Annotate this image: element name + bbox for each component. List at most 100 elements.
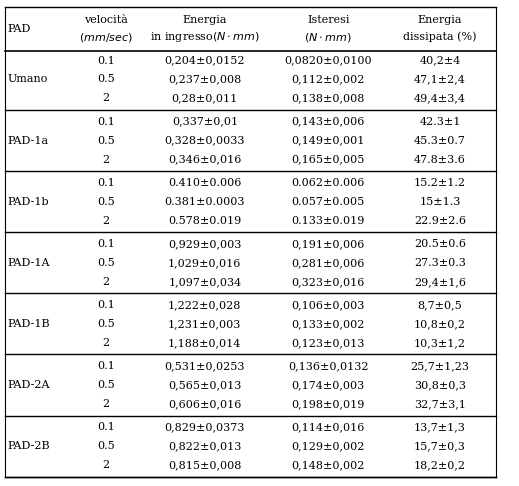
Text: 0,148±0,002: 0,148±0,002 [292,460,365,470]
Text: 0,114±0,016: 0,114±0,016 [292,422,365,432]
Text: 0,106±0,003: 0,106±0,003 [292,300,365,310]
Text: 0.1: 0.1 [97,422,115,432]
Text: 15,7±0,3: 15,7±0,3 [414,441,466,451]
Text: $(mm/sec)$: $(mm/sec)$ [79,31,133,44]
Text: 0.062±0.006: 0.062±0.006 [292,178,365,188]
Text: PAD-1A: PAD-1A [8,258,50,268]
Text: 0.5: 0.5 [97,441,115,451]
Text: PAD-2A: PAD-2A [8,380,50,390]
Text: PAD: PAD [8,24,31,34]
Text: 0,328±0,0033: 0,328±0,0033 [165,136,245,146]
Text: 47,1±2,4: 47,1±2,4 [414,74,466,85]
Text: 0,323±0,016: 0,323±0,016 [292,277,365,287]
Text: 0,606±0,016: 0,606±0,016 [168,399,241,409]
Text: Energia: Energia [418,16,462,25]
Text: PAD-1b: PAD-1b [8,197,49,207]
Text: 0,191±0,006: 0,191±0,006 [292,239,365,249]
Text: 0.5: 0.5 [97,380,115,390]
Text: 13,7±1,3: 13,7±1,3 [414,422,466,432]
Text: 2: 2 [102,399,109,409]
Text: 29,4±1,6: 29,4±1,6 [414,277,466,287]
Text: 0,149±0,001: 0,149±0,001 [292,136,365,146]
Text: $(N \cdot mm)$: $(N \cdot mm)$ [304,31,352,44]
Text: 0,112±0,002: 0,112±0,002 [292,74,365,85]
Text: 0,337±0,01: 0,337±0,01 [172,117,238,127]
Text: 15±1.3: 15±1.3 [419,197,461,207]
Text: 2: 2 [102,338,109,348]
Text: 0,531±0,0253: 0,531±0,0253 [165,361,245,371]
Text: 8,7±0,5: 8,7±0,5 [418,300,462,310]
Text: 0,165±0,005: 0,165±0,005 [292,155,365,165]
Text: 0,565±0,013: 0,565±0,013 [168,380,241,390]
Text: 0.1: 0.1 [97,55,115,66]
Text: 32,7±3,1: 32,7±3,1 [414,399,466,409]
Text: 0.5: 0.5 [97,258,115,268]
Text: in ingresso$(N \cdot mm)$: in ingresso$(N \cdot mm)$ [150,30,260,44]
Text: 0.5: 0.5 [97,319,115,329]
Text: 0.5: 0.5 [97,197,115,207]
Text: 0,123±0,013: 0,123±0,013 [292,338,365,348]
Text: 0,829±0,0373: 0,829±0,0373 [165,422,245,432]
Text: 22.9±2.6: 22.9±2.6 [414,216,466,226]
Text: 0,143±0,006: 0,143±0,006 [292,117,365,127]
Text: 0,204±0,0152: 0,204±0,0152 [165,55,245,66]
Text: dissipata (%): dissipata (%) [403,32,477,42]
Text: 2: 2 [102,216,109,226]
Text: 10,8±0,2: 10,8±0,2 [414,319,466,329]
Text: 0,929±0,003: 0,929±0,003 [168,239,241,249]
Text: Umano: Umano [8,74,48,85]
Text: 0,0820±0,0100: 0,0820±0,0100 [284,55,372,66]
Text: 0.133±0.019: 0.133±0.019 [292,216,365,226]
Text: 25,7±1,23: 25,7±1,23 [411,361,470,371]
Text: 2: 2 [102,93,109,104]
Text: PAD-1B: PAD-1B [8,319,50,329]
Text: velocità: velocità [84,16,128,25]
Text: 1,222±0,028: 1,222±0,028 [168,300,241,310]
Text: 0,346±0,016: 0,346±0,016 [168,155,241,165]
Text: 0.057±0.005: 0.057±0.005 [292,197,365,207]
Text: 49,4±3,4: 49,4±3,4 [414,93,466,104]
Text: 0.1: 0.1 [97,300,115,310]
Text: Energia: Energia [183,16,227,25]
Text: 0,198±0,019: 0,198±0,019 [292,399,365,409]
Text: 0,28±0,011: 0,28±0,011 [172,93,238,104]
Text: 1,097±0,034: 1,097±0,034 [168,277,241,287]
Text: 2: 2 [102,460,109,470]
Text: 10,3±1,2: 10,3±1,2 [414,338,466,348]
Text: 0,237±0,008: 0,237±0,008 [168,74,241,85]
Text: 0.5: 0.5 [97,74,115,85]
Text: 45.3±0.7: 45.3±0.7 [414,136,466,146]
Text: PAD-1a: PAD-1a [8,136,49,146]
Text: 0,174±0,003: 0,174±0,003 [292,380,365,390]
Text: 0.1: 0.1 [97,361,115,371]
Text: PAD-2B: PAD-2B [8,441,50,451]
Text: 0.5: 0.5 [97,136,115,146]
Text: 2: 2 [102,277,109,287]
Text: 30,8±0,3: 30,8±0,3 [414,380,466,390]
Text: 47.8±3.6: 47.8±3.6 [414,155,466,165]
Text: 2: 2 [102,155,109,165]
Text: 42.3±1: 42.3±1 [419,117,461,127]
Text: 1,188±0,014: 1,188±0,014 [168,338,241,348]
Text: 0,281±0,006: 0,281±0,006 [292,258,365,268]
Text: 0,136±0,0132: 0,136±0,0132 [288,361,368,371]
Text: 0,815±0,008: 0,815±0,008 [168,460,241,470]
Text: 15.2±1.2: 15.2±1.2 [414,178,466,188]
Text: 1,231±0,003: 1,231±0,003 [168,319,241,329]
Text: 40,2±4: 40,2±4 [419,55,461,66]
Text: 0.578±0.019: 0.578±0.019 [168,216,241,226]
Text: 0,138±0,008: 0,138±0,008 [292,93,365,104]
Text: 0.1: 0.1 [97,178,115,188]
Text: 0.410±0.006: 0.410±0.006 [168,178,241,188]
Text: 0,133±0,002: 0,133±0,002 [292,319,365,329]
Text: Isteresi: Isteresi [307,16,349,25]
Text: 27.3±0.3: 27.3±0.3 [414,258,466,268]
Text: 0,822±0,013: 0,822±0,013 [168,441,241,451]
Text: 0.1: 0.1 [97,117,115,127]
Text: 1,029±0,016: 1,029±0,016 [168,258,241,268]
Text: 18,2±0,2: 18,2±0,2 [414,460,466,470]
Text: 0,129±0,002: 0,129±0,002 [292,441,365,451]
Text: 0.1: 0.1 [97,239,115,249]
Text: 20.5±0.6: 20.5±0.6 [414,239,466,249]
Text: 0.381±0.0003: 0.381±0.0003 [165,197,245,207]
